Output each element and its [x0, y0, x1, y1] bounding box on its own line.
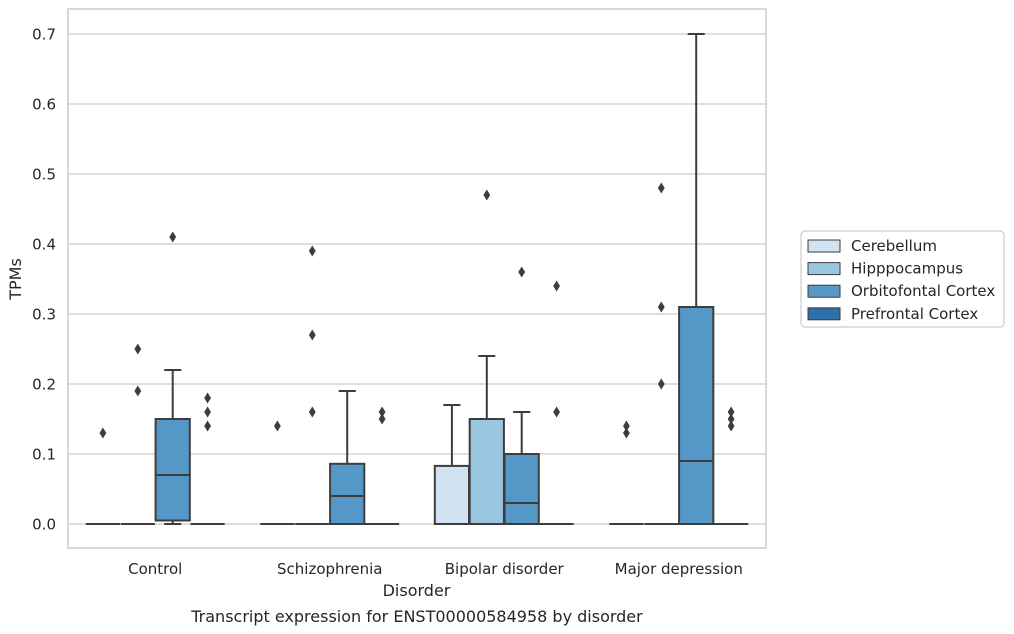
outlier-point [518, 266, 526, 278]
box-prefrontal-cortex [190, 392, 225, 525]
outlier-point [727, 406, 735, 418]
x-tick-labels: Control Schizophrenia Bipolar disorder Majo… [128, 560, 743, 578]
outlier-point [657, 378, 665, 390]
legend-swatch [807, 284, 841, 298]
outlier-point [308, 406, 316, 418]
legend-label: Cerebellum [851, 237, 937, 255]
outlier-point [308, 329, 316, 341]
legend-swatch [807, 239, 841, 253]
box-orbitofontal-cortex [154, 231, 191, 525]
box-hipppocampus [644, 182, 679, 525]
box-body [678, 306, 715, 525]
outlier-point [378, 406, 386, 418]
y-axis-label: TPMs [6, 258, 25, 301]
box-orbitofontal-cortex [329, 390, 366, 525]
y-tick-label: 0.5 [32, 166, 56, 184]
y-tick-label: 0.1 [32, 446, 56, 464]
legend-swatch [807, 262, 841, 276]
outlier-point [657, 301, 665, 313]
outlier-point [134, 385, 142, 397]
box-body [468, 418, 505, 525]
outlier-point [134, 343, 142, 355]
box-hipppocampus [295, 245, 330, 525]
x-tick-label: Control [128, 560, 182, 578]
outlier-point [553, 406, 560, 418]
legend-label: Hipppocampus [851, 260, 963, 278]
y-tick-label: 0.6 [32, 96, 56, 114]
box-orbitofontal-cortex [678, 33, 715, 525]
box-cerebellum [433, 404, 471, 525]
y-tick-label: 0.4 [32, 236, 56, 254]
outlier-point [204, 420, 211, 432]
box-body [433, 464, 471, 525]
y-tick-label: 0.7 [32, 26, 56, 44]
y-tick-labels: 0.0 0.1 0.2 0.3 0.4 0.5 0.6 0.7 [32, 26, 56, 534]
x-tick-label: Major depression [615, 560, 743, 578]
y-tick-label: 0.0 [32, 516, 56, 534]
outlier-point [727, 420, 735, 432]
box-body [154, 418, 191, 522]
outlier-point [727, 413, 735, 425]
y-tick-label: 0.2 [32, 376, 56, 394]
box-hipppocampus [120, 343, 155, 525]
x-tick-label: Bipolar disorder [445, 560, 565, 578]
box-body [503, 453, 540, 525]
outlier-point [169, 231, 177, 243]
x-axis-label: Disorder [383, 581, 451, 600]
outlier-point [553, 280, 560, 292]
box-cerebellum [260, 420, 295, 525]
outlier-point [204, 406, 211, 418]
box-cerebellum [609, 420, 644, 525]
outlier-point [483, 189, 491, 201]
legend-swatch [807, 307, 841, 321]
plot-frame [67, 8, 767, 549]
box-prefrontal-cortex [364, 406, 400, 525]
outlier-point [623, 427, 630, 439]
outlier-point [99, 427, 107, 439]
outlier-point [204, 392, 211, 404]
plot-area-boxes [85, 33, 749, 525]
legend-frame [800, 230, 1005, 328]
outlier-point [657, 182, 665, 194]
box-prefrontal-cortex [539, 280, 574, 525]
legend-label: Orbitofontal Cortex [851, 282, 995, 300]
box-orbitofontal-cortex [503, 266, 540, 525]
outlier-point [623, 420, 630, 432]
outlier-point [274, 420, 281, 432]
outlier-point [378, 413, 386, 425]
legend: Cerebellum Hipppocampus Orbitofontal Corte… [800, 230, 1005, 328]
legend-label: Prefrontal Cortex [851, 305, 978, 323]
figure-caption: Transcript expression for ENST0000058495… [190, 607, 643, 626]
box-body [329, 462, 366, 525]
x-tick-label: Schizophrenia [277, 560, 382, 578]
y-tick-label: 0.3 [32, 306, 56, 324]
outlier-point [308, 245, 316, 257]
box-prefrontal-cortex [713, 406, 749, 525]
box-cerebellum [85, 427, 121, 525]
